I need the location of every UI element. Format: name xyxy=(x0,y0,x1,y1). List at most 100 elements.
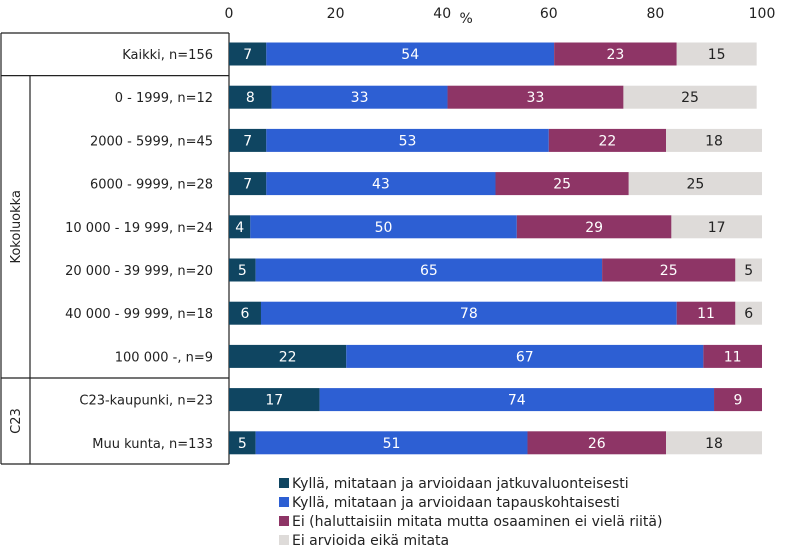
legend-item: Kyllä, mitataan ja arvioidaan jatkuvaluo… xyxy=(279,476,629,492)
bar-segment xyxy=(628,172,762,196)
bar-segment xyxy=(255,258,603,282)
legend-swatch xyxy=(279,478,289,488)
bar-row: 20 000 - 39 999, n=20 5 65 25 5 xyxy=(65,258,762,282)
data-label: 7 xyxy=(243,177,252,193)
bar-segment xyxy=(229,431,256,455)
bar-row: 0 - 1999, n=12 8 33 33 25 xyxy=(115,85,757,109)
category-label: 20 000 - 39 999, n=20 xyxy=(65,264,213,279)
data-label: 54 xyxy=(401,47,419,63)
bar-segment xyxy=(703,344,762,368)
group-label: C23 xyxy=(9,408,24,434)
category-label: Muu kunta, n=133 xyxy=(92,437,213,452)
data-label: 17 xyxy=(708,220,726,236)
data-label: 33 xyxy=(527,90,545,106)
data-label: 8 xyxy=(246,90,255,106)
bar-segment xyxy=(554,42,677,66)
bar-segment xyxy=(447,85,624,109)
bar-segment xyxy=(229,85,272,109)
legend-swatch xyxy=(279,516,289,526)
data-label: 7 xyxy=(243,47,252,63)
bar-segment xyxy=(676,42,757,66)
data-label: 5 xyxy=(238,263,247,279)
bar-segment xyxy=(666,431,762,455)
data-label: 18 xyxy=(705,436,723,452)
category-label: 0 - 1999, n=12 xyxy=(115,91,213,106)
x-tick-label: 0 xyxy=(225,6,234,22)
data-label: 25 xyxy=(553,177,571,193)
bar-segment xyxy=(602,258,736,282)
bar-row: 10 000 - 19 999, n=24 4 50 29 17 xyxy=(65,215,762,239)
data-label: 22 xyxy=(279,349,297,365)
category-label: 40 000 - 99 999, n=18 xyxy=(65,307,213,322)
bar-segment xyxy=(255,431,528,455)
legend-label: Ei arvioida eikä mitata xyxy=(292,533,449,549)
data-label: 4 xyxy=(235,220,244,236)
bar-segment xyxy=(250,215,517,239)
bar-row: Kaikki, n=156 7 54 23 15 xyxy=(122,42,757,66)
x-tick-label: 100 xyxy=(749,6,776,22)
bar-segment xyxy=(346,344,704,368)
bar-segment xyxy=(229,42,267,66)
bar-segment xyxy=(735,301,762,325)
data-label: 11 xyxy=(724,349,742,365)
bar-segment xyxy=(260,301,677,325)
legend-item: Kyllä, mitataan ja arvioidaan tapauskoht… xyxy=(279,495,620,511)
category-label: 2000 - 5999, n=45 xyxy=(90,134,213,149)
data-label: 65 xyxy=(420,263,438,279)
data-label: 7 xyxy=(243,133,252,149)
category-label: 10 000 - 19 999, n=24 xyxy=(65,221,213,236)
bar-row: 100 000 -, n=9 22 67 11 xyxy=(115,344,762,368)
data-label: 18 xyxy=(705,133,723,149)
data-label: 33 xyxy=(351,90,369,106)
bar-segment xyxy=(229,301,261,325)
bar-segment xyxy=(495,172,629,196)
group-label: Kokoluokka xyxy=(9,190,24,263)
bar-rows: Kaikki, n=156 7 54 23 150 - 1999, n=12 8 33 33 2… xyxy=(65,42,762,455)
data-label: 25 xyxy=(686,177,704,193)
data-label: 22 xyxy=(599,133,617,149)
legend-item: Ei (haluttaisiin mitata mutta osaaminen … xyxy=(279,514,662,530)
bar-segment xyxy=(266,42,555,66)
x-tick-label: 40 xyxy=(433,6,451,22)
legend-swatch xyxy=(279,497,289,507)
category-label: 6000 - 9999, n=28 xyxy=(90,178,213,193)
bar-segment xyxy=(623,85,757,109)
x-axis: 0 20 40 60 80 100 xyxy=(225,6,776,22)
bar-segment xyxy=(229,258,256,282)
legend-swatch xyxy=(279,535,289,545)
legend: Kyllä, mitataan ja arvioidaan jatkuvaluo… xyxy=(279,476,662,549)
bar-row: 40 000 - 99 999, n=18 6 78 11 6 xyxy=(65,301,762,325)
bar-row: C23-kaupunki, n=23 17 74 9 xyxy=(79,388,762,412)
category-label: Kaikki, n=156 xyxy=(122,48,213,63)
legend-label: Ei (haluttaisiin mitata mutta osaaminen … xyxy=(292,514,662,530)
x-axis-label: % xyxy=(460,11,473,27)
bar-segment xyxy=(319,388,715,412)
data-label: 50 xyxy=(375,220,393,236)
bar-segment xyxy=(229,344,347,368)
bar-segment xyxy=(229,172,267,196)
bar-segment xyxy=(266,128,549,152)
x-tick-label: 60 xyxy=(540,6,558,22)
bar-segment xyxy=(229,388,320,412)
bar-segment xyxy=(516,215,672,239)
data-label: 9 xyxy=(734,393,743,409)
bar-segment xyxy=(666,128,762,152)
bar-row: 6000 - 9999, n=28 7 43 25 25 xyxy=(90,172,762,196)
data-label: 15 xyxy=(708,47,726,63)
bar-segment xyxy=(527,431,667,455)
x-tick-label: 80 xyxy=(646,6,664,22)
category-label: C23-kaupunki, n=23 xyxy=(79,394,213,409)
data-label: 5 xyxy=(238,436,247,452)
data-label: 23 xyxy=(607,47,625,63)
x-tick-label: 20 xyxy=(327,6,345,22)
data-label: 17 xyxy=(265,393,283,409)
data-label: 78 xyxy=(460,306,478,322)
data-label: 53 xyxy=(399,133,417,149)
data-label: 43 xyxy=(372,177,390,193)
bar-segment xyxy=(229,215,251,239)
data-label: 11 xyxy=(697,306,715,322)
bar-segment xyxy=(735,258,762,282)
legend-label: Kyllä, mitataan ja arvioidaan jatkuvaluo… xyxy=(292,476,629,492)
category-label: 100 000 -, n=9 xyxy=(115,350,213,365)
